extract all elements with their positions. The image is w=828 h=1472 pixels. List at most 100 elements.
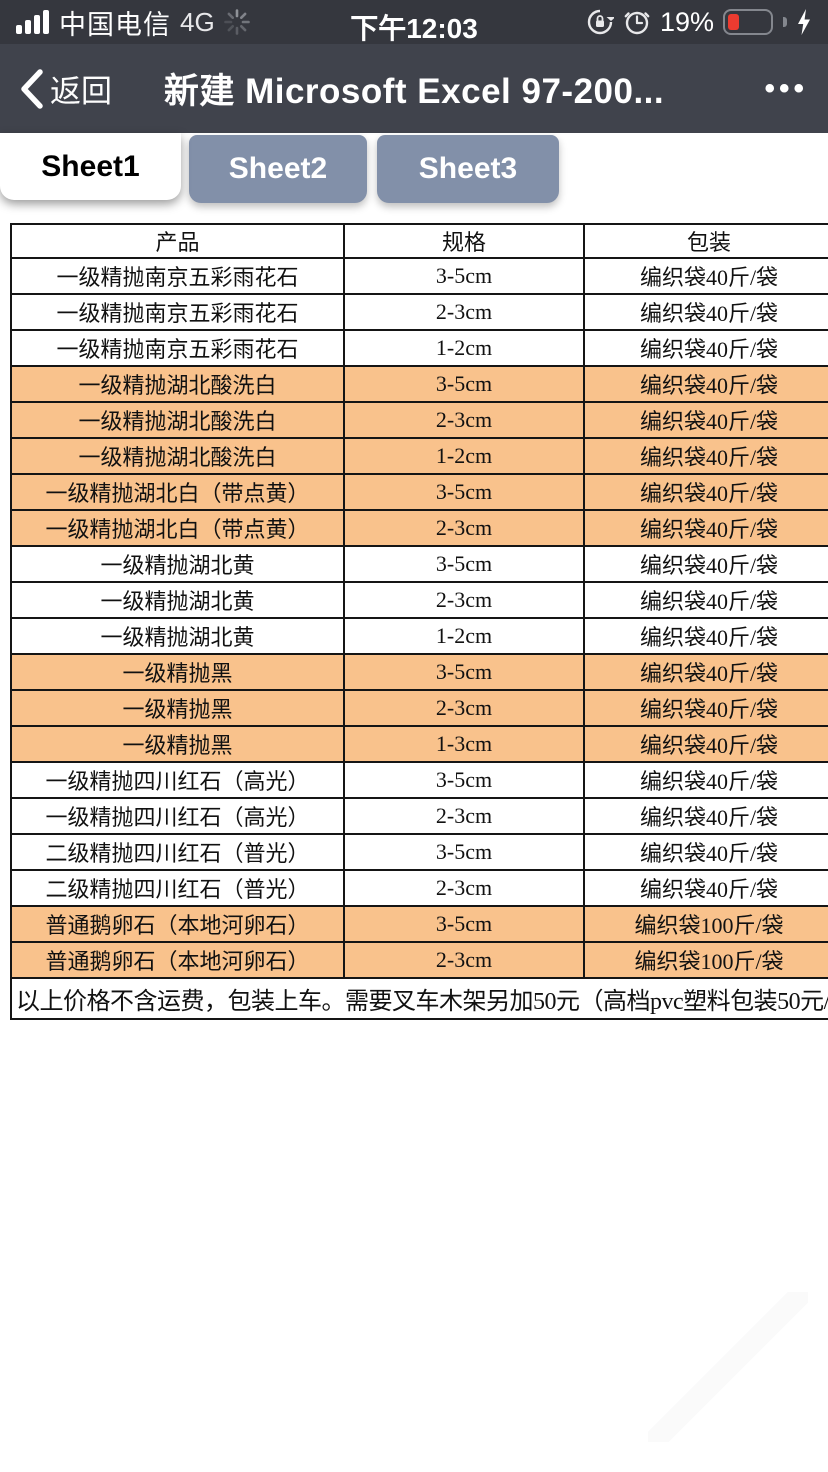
spec-cell: 3-5cm (343, 905, 585, 943)
pack-cell: 编织袋40斤/袋 (583, 689, 828, 727)
product-cell: 一级精抛南京五彩雨花石 (10, 257, 345, 295)
spec-cell: 2-3cm (343, 401, 585, 439)
table-row: 一级精抛湖北酸洗白 1-2cm 编织袋40斤/袋 (10, 437, 828, 475)
pack-cell: 编织袋40斤/袋 (583, 869, 828, 907)
table-row: 一级精抛黑 3-5cm 编织袋40斤/袋 (10, 653, 828, 691)
watermark (648, 1292, 808, 1442)
pack-cell: 编织袋40斤/袋 (583, 473, 828, 511)
product-cell: 二级精抛四川红石（普光） (10, 869, 345, 907)
product-cell: 一级精抛四川红石（高光） (10, 761, 345, 799)
product-cell: 一级精抛湖北黄 (10, 617, 345, 655)
chevron-left-icon (21, 68, 43, 109)
product-cell: 一级精抛湖北白（带点黄） (10, 473, 345, 511)
spec-cell: 2-3cm (343, 869, 585, 907)
network-type-label: 4G (180, 6, 215, 37)
footer-row: 以上价格不含运费，包装上车。需要叉车木架另加50元（高档pvc塑料包装50元/吨 (10, 977, 828, 1020)
product-cell: 一级精抛湖北白（带点黄） (10, 509, 345, 547)
document-title: 新建 Microsoft Excel 97-200... (163, 72, 665, 111)
table-row: 一级精抛南京五彩雨花石 1-2cm 编织袋40斤/袋 (10, 329, 828, 367)
spec-cell: 1-3cm (343, 725, 585, 763)
lightning-bolt-icon (798, 9, 810, 35)
footer-note: 以上价格不含运费，包装上车。需要叉车木架另加50元（高档pvc塑料包装50元/吨 (10, 977, 828, 1020)
sheet-tab-bar: Sheet1 Sheet2 Sheet3 (0, 133, 828, 211)
signal-bars-icon (16, 10, 49, 34)
spec-cell: 3-5cm (343, 545, 585, 583)
battery-fill (728, 14, 739, 30)
spec-cell: 2-3cm (343, 689, 585, 727)
spec-cell: 2-3cm (343, 293, 585, 331)
pack-cell: 编织袋40斤/袋 (583, 761, 828, 799)
table-row: 一级精抛湖北黄 1-2cm 编织袋40斤/袋 (10, 617, 828, 655)
table-row: 一级精抛黑 1-3cm 编织袋40斤/袋 (10, 725, 828, 763)
header-row: 产品 规格 包装 (10, 223, 828, 259)
spec-cell: 1-2cm (343, 329, 585, 367)
pack-cell: 编织袋40斤/袋 (583, 797, 828, 835)
spec-cell: 3-5cm (343, 473, 585, 511)
spec-cell: 2-3cm (343, 941, 585, 979)
product-cell: 一级精抛湖北酸洗白 (10, 401, 345, 439)
product-cell: 一级精抛湖北酸洗白 (10, 365, 345, 403)
product-cell: 一级精抛湖北黄 (10, 581, 345, 619)
table-row: 普通鹅卵石（本地河卵石） 3-5cm 编织袋100斤/袋 (10, 905, 828, 943)
spec-cell: 3-5cm (343, 365, 585, 403)
tab-sheet1[interactable]: Sheet1 (0, 133, 181, 200)
product-cell: 一级精抛四川红石（高光） (10, 797, 345, 835)
pack-cell: 编织袋40斤/袋 (583, 545, 828, 583)
tab-sheet3[interactable]: Sheet3 (377, 135, 559, 203)
table-row: 一级精抛南京五彩雨花石 3-5cm 编织袋40斤/袋 (10, 257, 828, 295)
table-row: 普通鹅卵石（本地河卵石） 2-3cm 编织袋100斤/袋 (10, 941, 828, 979)
table-row: 二级精抛四川红石（普光） 3-5cm 编织袋40斤/袋 (10, 833, 828, 871)
price-table: 产品 规格 包装 一级精抛南京五彩雨花石 3-5cm 编织袋40斤/袋 一级精抛南京五… (10, 223, 828, 1020)
table-row: 一级精抛湖北酸洗白 2-3cm 编织袋40斤/袋 (10, 401, 828, 439)
product-cell: 一级精抛南京五彩雨花石 (10, 293, 345, 331)
product-cell: 普通鹅卵石（本地河卵石） (10, 905, 345, 943)
product-cell: 普通鹅卵石（本地河卵石） (10, 941, 345, 979)
back-button[interactable]: 返回 (20, 66, 112, 111)
pack-cell: 编织袋40斤/袋 (583, 581, 828, 619)
more-options-button[interactable]: ••• (764, 71, 808, 105)
product-cell: 一级精抛黑 (10, 689, 345, 727)
product-cell: 一级精抛黑 (10, 725, 345, 763)
pack-cell: 编织袋40斤/袋 (583, 365, 828, 403)
pack-cell: 编织袋40斤/袋 (583, 293, 828, 331)
product-cell: 一级精抛南京五彩雨花石 (10, 329, 345, 367)
pack-cell: 编织袋40斤/袋 (583, 329, 828, 367)
table-row: 一级精抛湖北黄 3-5cm 编织袋40斤/袋 (10, 545, 828, 583)
table-row: 二级精抛四川红石（普光） 2-3cm 编织袋40斤/袋 (10, 869, 828, 907)
battery-percent-label: 19% (659, 6, 714, 37)
table-row: 一级精抛湖北黄 2-3cm 编织袋40斤/袋 (10, 581, 828, 619)
spec-cell: 2-3cm (343, 797, 585, 835)
table-row: 一级精抛黑 2-3cm 编织袋40斤/袋 (10, 689, 828, 727)
spec-cell: 2-3cm (343, 581, 585, 619)
table-row: 一级精抛湖北酸洗白 3-5cm 编织袋40斤/袋 (10, 365, 828, 403)
alarm-clock-icon (624, 11, 650, 35)
pack-cell: 编织袋40斤/袋 (583, 833, 828, 871)
spec-cell: 3-5cm (343, 761, 585, 799)
pack-cell: 编织袋40斤/袋 (583, 509, 828, 547)
spec-cell: 3-5cm (343, 257, 585, 295)
table-row: 一级精抛四川红石（高光） 3-5cm 编织袋40斤/袋 (10, 761, 828, 799)
pack-cell: 编织袋40斤/袋 (583, 653, 828, 691)
pack-cell: 编织袋40斤/袋 (583, 401, 828, 439)
carrier-label: 中国电信 (59, 9, 171, 40)
status-bar: 中国电信 4G 下午12:03 (0, 0, 828, 44)
product-cell: 一级精抛黑 (10, 653, 345, 691)
spec-cell: 3-5cm (343, 833, 585, 871)
tab-sheet2[interactable]: Sheet2 (189, 135, 367, 203)
pack-cell: 编织袋100斤/袋 (583, 905, 828, 943)
orientation-lock-icon (587, 9, 614, 35)
table-body: 一级精抛南京五彩雨花石 3-5cm 编织袋40斤/袋 一级精抛南京五彩雨花石 2-3cm… (10, 257, 828, 979)
product-cell: 一级精抛湖北酸洗白 (10, 437, 345, 475)
activity-spinner-icon (223, 9, 250, 35)
spec-cell: 1-2cm (343, 617, 585, 655)
product-cell: 一级精抛湖北黄 (10, 545, 345, 583)
product-cell: 二级精抛四川红石（普光） (10, 833, 345, 871)
back-button-label: 返回 (50, 74, 112, 109)
pack-cell: 编织袋40斤/袋 (583, 725, 828, 763)
table-row: 一级精抛四川红石（高光） 2-3cm 编织袋40斤/袋 (10, 797, 828, 835)
table-row: 一级精抛湖北白（带点黄） 3-5cm 编织袋40斤/袋 (10, 473, 828, 511)
battery-tip (783, 17, 787, 27)
spreadsheet-view[interactable]: 产品 规格 包装 一级精抛南京五彩雨花石 3-5cm 编织袋40斤/袋 一级精抛南京五… (10, 223, 828, 1020)
table-row: 一级精抛湖北白（带点黄） 2-3cm 编织袋40斤/袋 (10, 509, 828, 547)
spec-cell: 3-5cm (343, 653, 585, 691)
